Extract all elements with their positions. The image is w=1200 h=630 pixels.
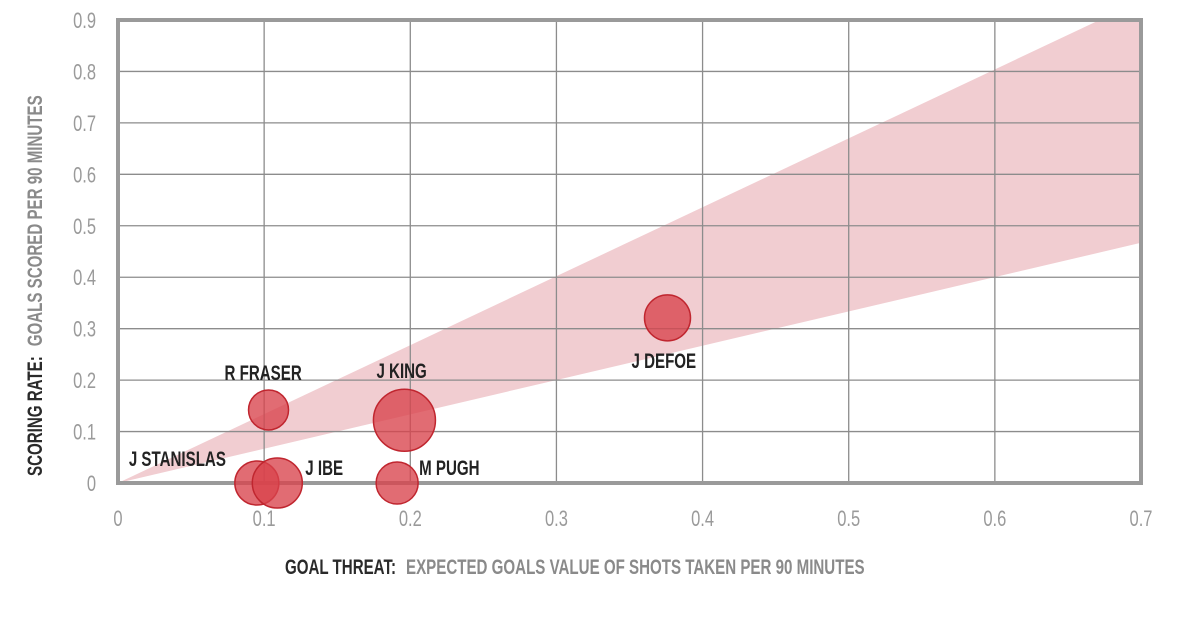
data-point <box>372 388 437 452</box>
x-tick-label: 0.3 <box>545 507 568 532</box>
confidence-band <box>118 20 1141 483</box>
y-tick-label: 0.9 <box>73 9 96 34</box>
y-axis-label: SCORING RATE: GOALS SCORED PER 90 MINUTE… <box>22 95 46 476</box>
x-tick-label: 0 <box>113 507 122 532</box>
y-tick-label: 0.4 <box>73 266 96 291</box>
y-tick-label: 0.1 <box>73 420 96 445</box>
y-tick-label: 0 <box>87 472 96 497</box>
point-label: R FRASER <box>225 360 302 384</box>
point-label: M PUGH <box>419 455 479 479</box>
point-label: J IBE <box>305 455 343 479</box>
plot-frame <box>116 18 1143 485</box>
x-tick-label: 0.4 <box>691 507 714 532</box>
data-point <box>251 457 304 509</box>
point-label: J STANISLAS <box>129 446 226 470</box>
data-point <box>643 294 692 342</box>
x-tick-label: 0.6 <box>983 507 1006 532</box>
x-axis-label-bold: GOAL THREAT: <box>285 554 396 578</box>
data-point <box>375 461 419 505</box>
x-tick-label: 0.1 <box>253 507 276 532</box>
x-axis-label: GOAL THREAT: EXPECTED GOALS VALUE OF SHO… <box>285 554 865 578</box>
y-tick-label: 0.5 <box>73 215 96 240</box>
y-tick-label: 0.8 <box>73 60 96 85</box>
x-tick-label: 0.7 <box>1130 507 1153 532</box>
data-point <box>247 389 290 431</box>
point-label: J KING <box>376 359 426 383</box>
y-axis-label-bold: SCORING RATE: <box>22 356 46 476</box>
y-tick-label: 0.6 <box>73 163 96 188</box>
x-axis-label-rest: EXPECTED GOALS VALUE OF SHOTS TAKEN PER … <box>406 554 865 578</box>
x-tick-label: 0.2 <box>399 507 422 532</box>
x-tick-label: 0.5 <box>837 507 860 532</box>
point-label: J DEFOE <box>631 348 696 372</box>
y-tick-label: 0.7 <box>73 112 96 137</box>
y-tick-label: 0.2 <box>73 369 96 394</box>
y-tick-label: 0.3 <box>73 317 96 342</box>
y-axis-label-rest: GOALS SCORED PER 90 MINUTES <box>22 95 46 346</box>
